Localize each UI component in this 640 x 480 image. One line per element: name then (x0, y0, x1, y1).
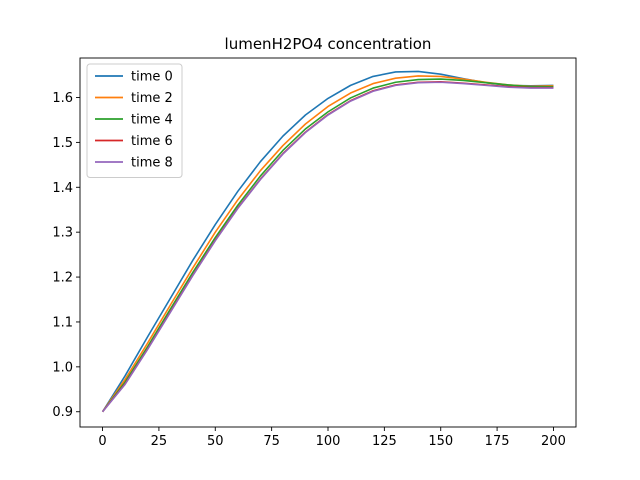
x-tick-label: 200 (541, 434, 566, 449)
y-tick-label: 1.4 (52, 181, 73, 196)
y-tick-label: 1.1 (52, 315, 73, 330)
x-tick-label: 175 (485, 434, 510, 449)
x-tick-label: 150 (428, 434, 453, 449)
legend-label: time 8 (131, 156, 173, 171)
y-tick-label: 1.0 (52, 360, 73, 375)
x-tick-label: 75 (263, 434, 280, 449)
legend: time 0 time 2 time 4 time 6 time 8 (86, 63, 183, 178)
y-tick-label: 0.9 (52, 405, 73, 420)
y-tick-label: 1.6 (52, 91, 73, 106)
legend-box (86, 63, 183, 178)
x-tick-label: 50 (207, 434, 224, 449)
series-line-time-8 (101, 81, 554, 413)
y-tick-label: 1.2 (52, 271, 73, 286)
x-tick-label: 125 (372, 434, 397, 449)
legend-label: time 2 (131, 91, 173, 106)
x-tick-label: 25 (151, 434, 168, 449)
x-tick-label: 100 (316, 434, 341, 449)
legend-label: time 6 (131, 134, 173, 149)
y-tick-label: 1.3 (52, 226, 73, 241)
chart-title: lumenH2PO4 concentration (225, 35, 432, 53)
legend-label: time 4 (131, 113, 173, 128)
series-line-time-4 (101, 78, 554, 413)
x-tick-label: 0 (98, 434, 106, 449)
plot-area (101, 70, 554, 413)
legend-label: time 0 (131, 70, 173, 85)
axes: 0 25 50 75 100 125 150 175 200 0.9 1.0 1.1 1.2 1.3 1.4… (52, 57, 577, 449)
y-tick-label: 1.5 (52, 136, 73, 151)
